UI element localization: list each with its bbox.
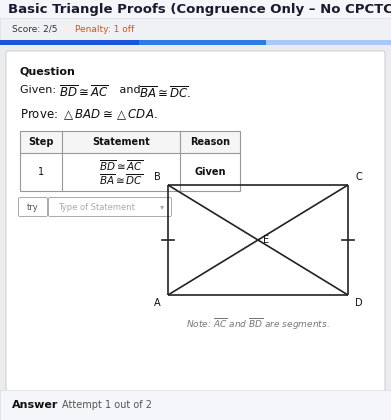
Text: $\overline{BD} \cong \overline{AC}$: $\overline{BD} \cong \overline{AC}$ (59, 85, 109, 100)
Text: 1: 1 (38, 167, 44, 177)
Text: B: B (154, 171, 161, 181)
Bar (0, 390, 391, 420)
Text: D: D (355, 299, 362, 309)
Text: E: E (263, 235, 269, 245)
Text: Question: Question (20, 67, 76, 77)
Text: Given: Given (194, 167, 226, 177)
Bar (20, 131, 240, 153)
Text: $\overline{BA} \cong \overline{DC}$: $\overline{BA} \cong \overline{DC}$ (99, 173, 143, 187)
Text: Given:: Given: (20, 85, 59, 95)
FancyBboxPatch shape (18, 197, 47, 216)
Bar (0, 0, 391, 18)
Text: Statement: Statement (92, 137, 150, 147)
Text: try: try (27, 202, 39, 212)
Text: ▾: ▾ (160, 202, 164, 212)
Text: A: A (154, 299, 161, 309)
Text: Attempt 1 out of 2: Attempt 1 out of 2 (62, 400, 152, 410)
Bar (0, 18, 391, 40)
Text: Prove: $\triangle BAD \cong \triangle CDA$.: Prove: $\triangle BAD \cong \triangle CD… (20, 107, 158, 121)
Text: and: and (116, 85, 144, 95)
FancyBboxPatch shape (48, 197, 172, 216)
Text: Penalty: 1 off: Penalty: 1 off (75, 24, 134, 34)
Bar (266, 40, 391, 45)
Text: C: C (355, 171, 362, 181)
Bar (20, 153, 240, 191)
Bar (0, 45, 391, 420)
Text: Basic Triangle Proofs (Congruence Only – No CPCTC): Basic Triangle Proofs (Congruence Only –… (8, 3, 391, 16)
Text: Reason: Reason (190, 137, 230, 147)
Text: Answer: Answer (12, 400, 58, 410)
Bar (139, 40, 266, 45)
Text: $\overline{BD} \cong \overline{AC}$: $\overline{BD} \cong \overline{AC}$ (99, 159, 143, 173)
Bar (0, 40, 139, 45)
Text: $\overline{BA} \cong \overline{DC}$.: $\overline{BA} \cong \overline{DC}$. (139, 85, 191, 101)
Text: Score: 2/5: Score: 2/5 (12, 24, 57, 34)
Text: Step: Step (28, 137, 54, 147)
FancyBboxPatch shape (6, 51, 385, 392)
Bar (20, 131, 240, 191)
Text: Type of Statement: Type of Statement (58, 202, 135, 212)
Text: Note: $\overline{AC}$ and $\overline{BD}$ are segments.: Note: $\overline{AC}$ and $\overline{BD}… (186, 317, 330, 332)
